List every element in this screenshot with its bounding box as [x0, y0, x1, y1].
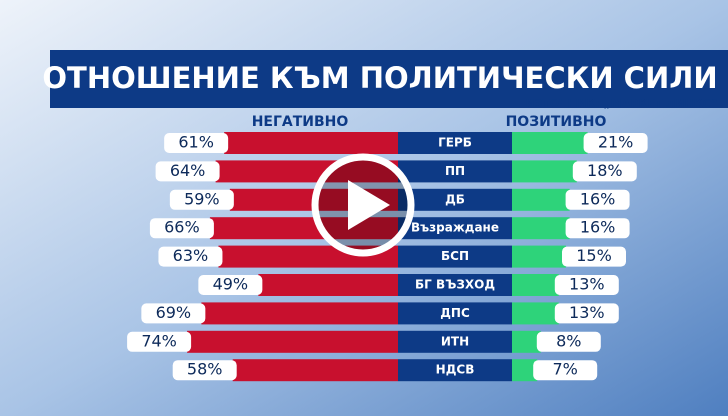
label-box [583, 133, 648, 153]
category-label: БСП [441, 249, 469, 263]
bar-positive [512, 359, 538, 382]
bar-negative [232, 359, 398, 382]
category-box [398, 132, 512, 154]
label-box [533, 360, 598, 381]
label-box [172, 360, 237, 381]
value-label: 58% [187, 360, 223, 379]
chart-title: ОТНОШЕНИЕ КЪМ ПОЛИТИЧЕСКИ СИЛИ [42, 61, 717, 95]
bar-positive [512, 160, 577, 183]
label-box [158, 246, 223, 267]
bar-negative [187, 330, 398, 353]
category-label: ИТН [441, 334, 469, 348]
bar-positive [512, 274, 559, 296]
label-box [562, 246, 626, 267]
label-box [536, 331, 601, 352]
value-label: 64% [170, 161, 206, 180]
title-bar [50, 50, 728, 108]
label-box [141, 303, 206, 324]
bar-negative [224, 132, 398, 154]
value-label: 18% [587, 161, 623, 180]
value-label: 13% [569, 303, 605, 322]
source: ИЗТОЧНИК: „МАРКЕТ ЛИНКС“ [525, 97, 718, 110]
legend-negative: НЕГАТИВНО [252, 114, 349, 130]
category-box [398, 188, 512, 211]
category-box [398, 302, 512, 325]
label-box [565, 218, 630, 239]
label-box [164, 133, 229, 153]
value-label: 49% [213, 275, 249, 294]
category-box [398, 217, 512, 240]
label-box [149, 218, 214, 239]
value-label: 7% [553, 360, 578, 379]
bar-positive [512, 302, 559, 325]
bar-positive [512, 132, 588, 154]
bar-positive [512, 245, 566, 268]
bar-positive [512, 330, 541, 353]
category-box [398, 330, 512, 353]
value-label: 21% [598, 133, 634, 152]
value-label: 8% [556, 331, 581, 350]
play-icon[interactable] [348, 180, 390, 230]
category-box [398, 245, 512, 268]
label-box [169, 189, 234, 210]
value-label: 15% [576, 246, 612, 265]
category-label: ДБ [445, 192, 465, 206]
category-box [398, 274, 512, 296]
bar-negative [201, 302, 398, 325]
label-box [198, 275, 263, 295]
value-label: 16% [580, 218, 616, 237]
category-label: НДСВ [436, 363, 475, 377]
value-label: 74% [141, 331, 177, 350]
bar-negative [258, 274, 398, 296]
value-label: 13% [569, 275, 605, 294]
value-label: 61% [178, 133, 214, 152]
value-label: 69% [156, 303, 192, 322]
legend-positive: ПОЗИТИВНО [506, 114, 607, 130]
category-box [398, 359, 512, 382]
category-label: ПП [445, 164, 465, 178]
value-label: 59% [184, 189, 220, 208]
label-box [572, 161, 637, 182]
category-label: ГЕРБ [438, 136, 472, 150]
label-box [127, 331, 192, 352]
label-box [565, 189, 630, 210]
category-box [398, 160, 512, 183]
category-label: ДПС [440, 306, 470, 320]
value-label: 66% [164, 218, 200, 237]
value-label: 16% [580, 189, 616, 208]
label-box [554, 303, 619, 324]
label-box [155, 161, 220, 182]
bar-positive [512, 217, 570, 240]
category-label: БГ ВЪЗХОД [415, 278, 495, 292]
label-box [554, 275, 619, 295]
play-button[interactable] [311, 153, 415, 257]
value-label: 63% [173, 246, 209, 265]
bar-positive [512, 188, 570, 211]
category-label: Възраждане [411, 221, 499, 235]
bar-negative [215, 160, 398, 183]
